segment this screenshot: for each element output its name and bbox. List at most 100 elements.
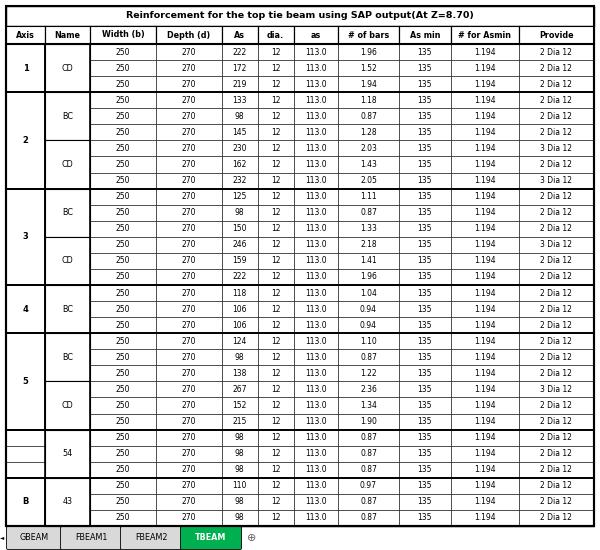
- FancyBboxPatch shape: [61, 526, 121, 549]
- Bar: [46, 269, 90, 285]
- Text: 2 Dia 12: 2 Dia 12: [541, 433, 572, 442]
- Text: 270: 270: [182, 417, 196, 426]
- Bar: [257, 156, 293, 173]
- Bar: [451, 414, 519, 430]
- Text: 1.194: 1.194: [474, 337, 496, 346]
- Bar: [46, 124, 90, 140]
- Text: 270: 270: [182, 176, 196, 185]
- Text: 246: 246: [233, 240, 247, 249]
- Bar: [451, 269, 519, 285]
- Text: 1.194: 1.194: [474, 240, 496, 249]
- Bar: [156, 221, 222, 237]
- Text: 270: 270: [182, 240, 196, 249]
- Bar: [90, 173, 156, 189]
- Bar: [6, 285, 46, 333]
- Bar: [156, 462, 222, 478]
- Bar: [6, 381, 46, 398]
- Bar: [338, 44, 399, 60]
- Bar: [399, 44, 451, 60]
- Text: 98: 98: [235, 514, 245, 522]
- Text: 113.0: 113.0: [305, 47, 326, 57]
- Bar: [156, 317, 222, 333]
- Bar: [519, 124, 594, 140]
- Bar: [519, 478, 594, 494]
- Text: 135: 135: [418, 192, 432, 201]
- Text: 270: 270: [182, 353, 196, 362]
- Text: 270: 270: [182, 96, 196, 104]
- Bar: [46, 26, 90, 44]
- Text: 113.0: 113.0: [305, 208, 326, 217]
- Text: 12: 12: [271, 128, 280, 137]
- Bar: [46, 237, 90, 253]
- Text: 2 Dia 12: 2 Dia 12: [541, 256, 572, 266]
- Text: 1.52: 1.52: [360, 64, 377, 73]
- Bar: [338, 60, 399, 76]
- Text: 135: 135: [418, 47, 432, 57]
- Bar: [257, 349, 293, 365]
- Bar: [222, 108, 257, 124]
- Text: 0.94: 0.94: [360, 305, 377, 314]
- Bar: [257, 365, 293, 381]
- Text: 1.194: 1.194: [474, 224, 496, 233]
- Text: 135: 135: [418, 321, 432, 329]
- Bar: [156, 446, 222, 462]
- Text: # for Asmin: # for Asmin: [458, 30, 511, 40]
- Text: 2.18: 2.18: [360, 240, 377, 249]
- Text: Name: Name: [55, 30, 80, 40]
- Text: 1.194: 1.194: [474, 353, 496, 362]
- Bar: [293, 76, 338, 92]
- Bar: [451, 462, 519, 478]
- Text: 113.0: 113.0: [305, 305, 326, 314]
- Text: 1.96: 1.96: [360, 272, 377, 282]
- Text: 113.0: 113.0: [305, 112, 326, 121]
- Text: 270: 270: [182, 160, 196, 169]
- Bar: [6, 333, 46, 430]
- Bar: [257, 301, 293, 317]
- Text: 0.87: 0.87: [360, 208, 377, 217]
- Bar: [338, 381, 399, 398]
- Bar: [293, 381, 338, 398]
- Text: BC: BC: [62, 289, 73, 298]
- Bar: [293, 60, 338, 76]
- Text: BC: BC: [62, 112, 73, 121]
- Text: 250: 250: [116, 465, 130, 474]
- Bar: [451, 156, 519, 173]
- Bar: [46, 140, 90, 156]
- Bar: [222, 446, 257, 462]
- Text: 54: 54: [62, 449, 73, 458]
- Text: 1.194: 1.194: [474, 385, 496, 394]
- Bar: [222, 430, 257, 446]
- Bar: [90, 301, 156, 317]
- Bar: [257, 478, 293, 494]
- Text: 113.0: 113.0: [305, 401, 326, 410]
- Bar: [6, 221, 46, 237]
- Text: 1: 1: [23, 47, 28, 57]
- Text: 162: 162: [233, 160, 247, 169]
- Text: 113.0: 113.0: [305, 433, 326, 442]
- Text: 2.36: 2.36: [360, 385, 377, 394]
- Bar: [90, 478, 156, 494]
- Bar: [338, 510, 399, 526]
- Text: 1.43: 1.43: [360, 160, 377, 169]
- Bar: [451, 430, 519, 446]
- Bar: [222, 92, 257, 108]
- Bar: [222, 44, 257, 60]
- Bar: [338, 237, 399, 253]
- Bar: [6, 189, 46, 205]
- Text: 3: 3: [23, 192, 28, 201]
- Bar: [46, 430, 90, 478]
- Text: 12: 12: [271, 385, 280, 394]
- Text: 1.33: 1.33: [360, 224, 377, 233]
- Text: 1.194: 1.194: [474, 321, 496, 329]
- Bar: [399, 494, 451, 510]
- Bar: [46, 317, 90, 333]
- Bar: [399, 108, 451, 124]
- Bar: [399, 189, 451, 205]
- Text: 43: 43: [63, 481, 73, 491]
- Bar: [6, 92, 46, 108]
- Bar: [46, 76, 90, 92]
- Bar: [222, 349, 257, 365]
- Text: 250: 250: [116, 96, 130, 104]
- Bar: [338, 156, 399, 173]
- Text: 222: 222: [233, 47, 247, 57]
